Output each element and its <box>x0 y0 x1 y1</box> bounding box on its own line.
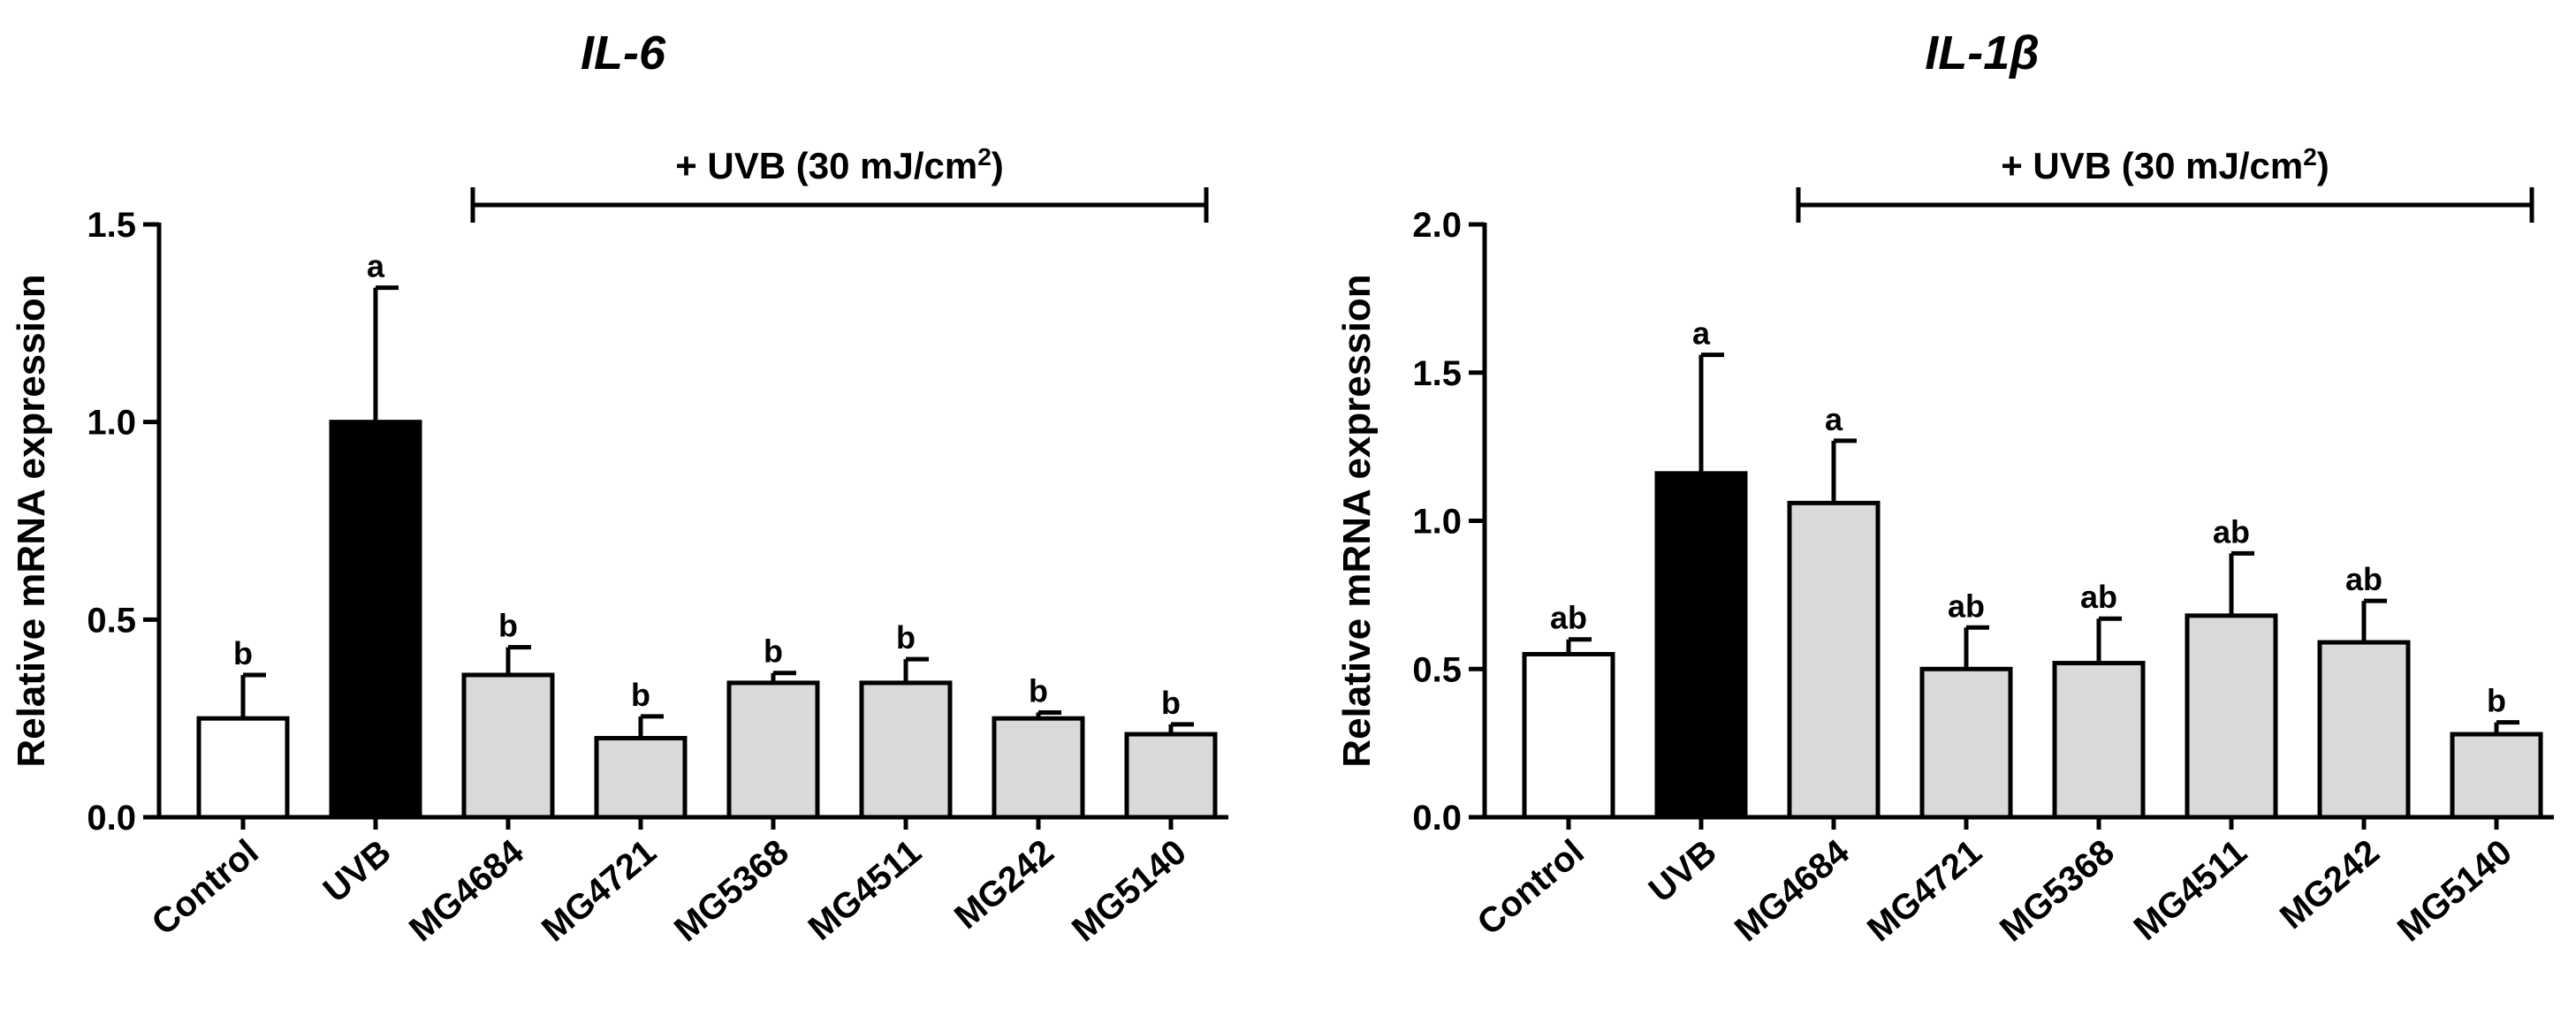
x-tick-label: Control <box>1470 832 1592 943</box>
bracket-label-text: + UVB (30 mJ/cm <box>2001 145 2303 186</box>
y-tick-label: 0.5 <box>87 601 136 640</box>
bar <box>1522 651 1615 820</box>
significance-label: b <box>1029 672 1048 709</box>
bracket-label-text: + UVB (30 mJ/cm <box>675 145 977 186</box>
significance-label: ab <box>2080 579 2117 615</box>
y-tick-label: 0.0 <box>87 799 136 838</box>
y-axis-title: Relative mRNA expression <box>1335 274 1379 767</box>
x-tick-label: MG4684 <box>402 832 531 950</box>
x-tick-label: UVB <box>316 832 399 910</box>
y-tick-label: 2.0 <box>1412 206 1462 245</box>
bar <box>2450 732 2543 820</box>
significance-label: b <box>764 633 783 670</box>
significance-label: a <box>1692 315 1711 352</box>
chart-title: IL-1β <box>1925 27 2040 80</box>
chart-title: IL-6 <box>581 27 666 80</box>
significance-label: b <box>233 635 253 671</box>
significance-label: a <box>1825 401 1843 437</box>
x-tick-label: MG5140 <box>2390 832 2519 949</box>
significance-label: ab <box>2345 561 2382 597</box>
y-tick-label: 1.0 <box>1412 503 1462 542</box>
significance-label: b <box>631 677 650 713</box>
y-tick-label: 1.0 <box>87 404 136 443</box>
bar <box>461 672 555 820</box>
x-tick-label: MG4511 <box>2127 832 2254 948</box>
bar <box>1919 666 2013 820</box>
x-tick-label: MG4684 <box>1728 832 1857 950</box>
bar <box>1787 500 1881 820</box>
x-tick-label: MG5368 <box>1993 832 2122 949</box>
y-tick-label: 0.5 <box>1412 650 1462 689</box>
bracket-label-superscript: 2 <box>2303 143 2317 171</box>
bar <box>196 716 290 820</box>
bar <box>2052 661 2146 820</box>
bar <box>1124 732 1218 820</box>
significance-label: b <box>498 608 518 644</box>
x-tick-label: MG242 <box>947 832 1061 936</box>
y-tick-label: 1.5 <box>1412 354 1462 393</box>
significance-label: a <box>367 248 385 284</box>
y-axis-title: Relative mRNA expression <box>10 274 53 767</box>
significance-label: b <box>1161 685 1181 721</box>
x-tick-label: MG4511 <box>802 832 929 948</box>
x-tick-label: MG4721 <box>1860 832 1989 949</box>
x-tick-label: MG4721 <box>535 832 664 949</box>
bar <box>594 736 688 820</box>
bar <box>726 680 820 820</box>
bracket-label-suffix: ) <box>2317 145 2329 186</box>
chart-panel-il6: IL-6 Relative mRNA expression 0.0 0.5 1.0 1.5… <box>10 27 1228 950</box>
bracket-label-superscript: 2 <box>977 143 992 171</box>
significance-label: ab <box>1948 588 1985 624</box>
x-tick-label: MG5368 <box>667 832 796 949</box>
significance-label: b <box>2487 683 2506 719</box>
significance-label: ab <box>2213 513 2250 550</box>
bar <box>2317 640 2411 820</box>
y-tick-label: 1.5 <box>87 206 136 245</box>
chart-panel-il1b: IL-1β Relative mRNA expression 0.0 0.5 1.0 1.… <box>1335 27 2554 950</box>
bracket-label-suffix: ) <box>992 145 1004 186</box>
x-tick-label: Control <box>145 832 266 943</box>
significance-label: ab <box>1550 600 1587 636</box>
bracket-label: + UVB (30 mJ/cm2) <box>675 143 1004 187</box>
x-tick-label: MG242 <box>2273 832 2387 936</box>
bar <box>2185 613 2278 820</box>
significance-label: b <box>896 619 916 656</box>
x-tick-label: MG5140 <box>1065 832 1194 949</box>
bracket-label: + UVB (30 mJ/cm2) <box>2001 143 2329 187</box>
x-tick-label: UVB <box>1642 832 1724 910</box>
y-tick-label: 0.0 <box>1412 799 1462 838</box>
bar <box>992 716 1085 820</box>
bar <box>1654 471 1748 820</box>
bar <box>329 420 422 820</box>
bar <box>859 680 953 820</box>
